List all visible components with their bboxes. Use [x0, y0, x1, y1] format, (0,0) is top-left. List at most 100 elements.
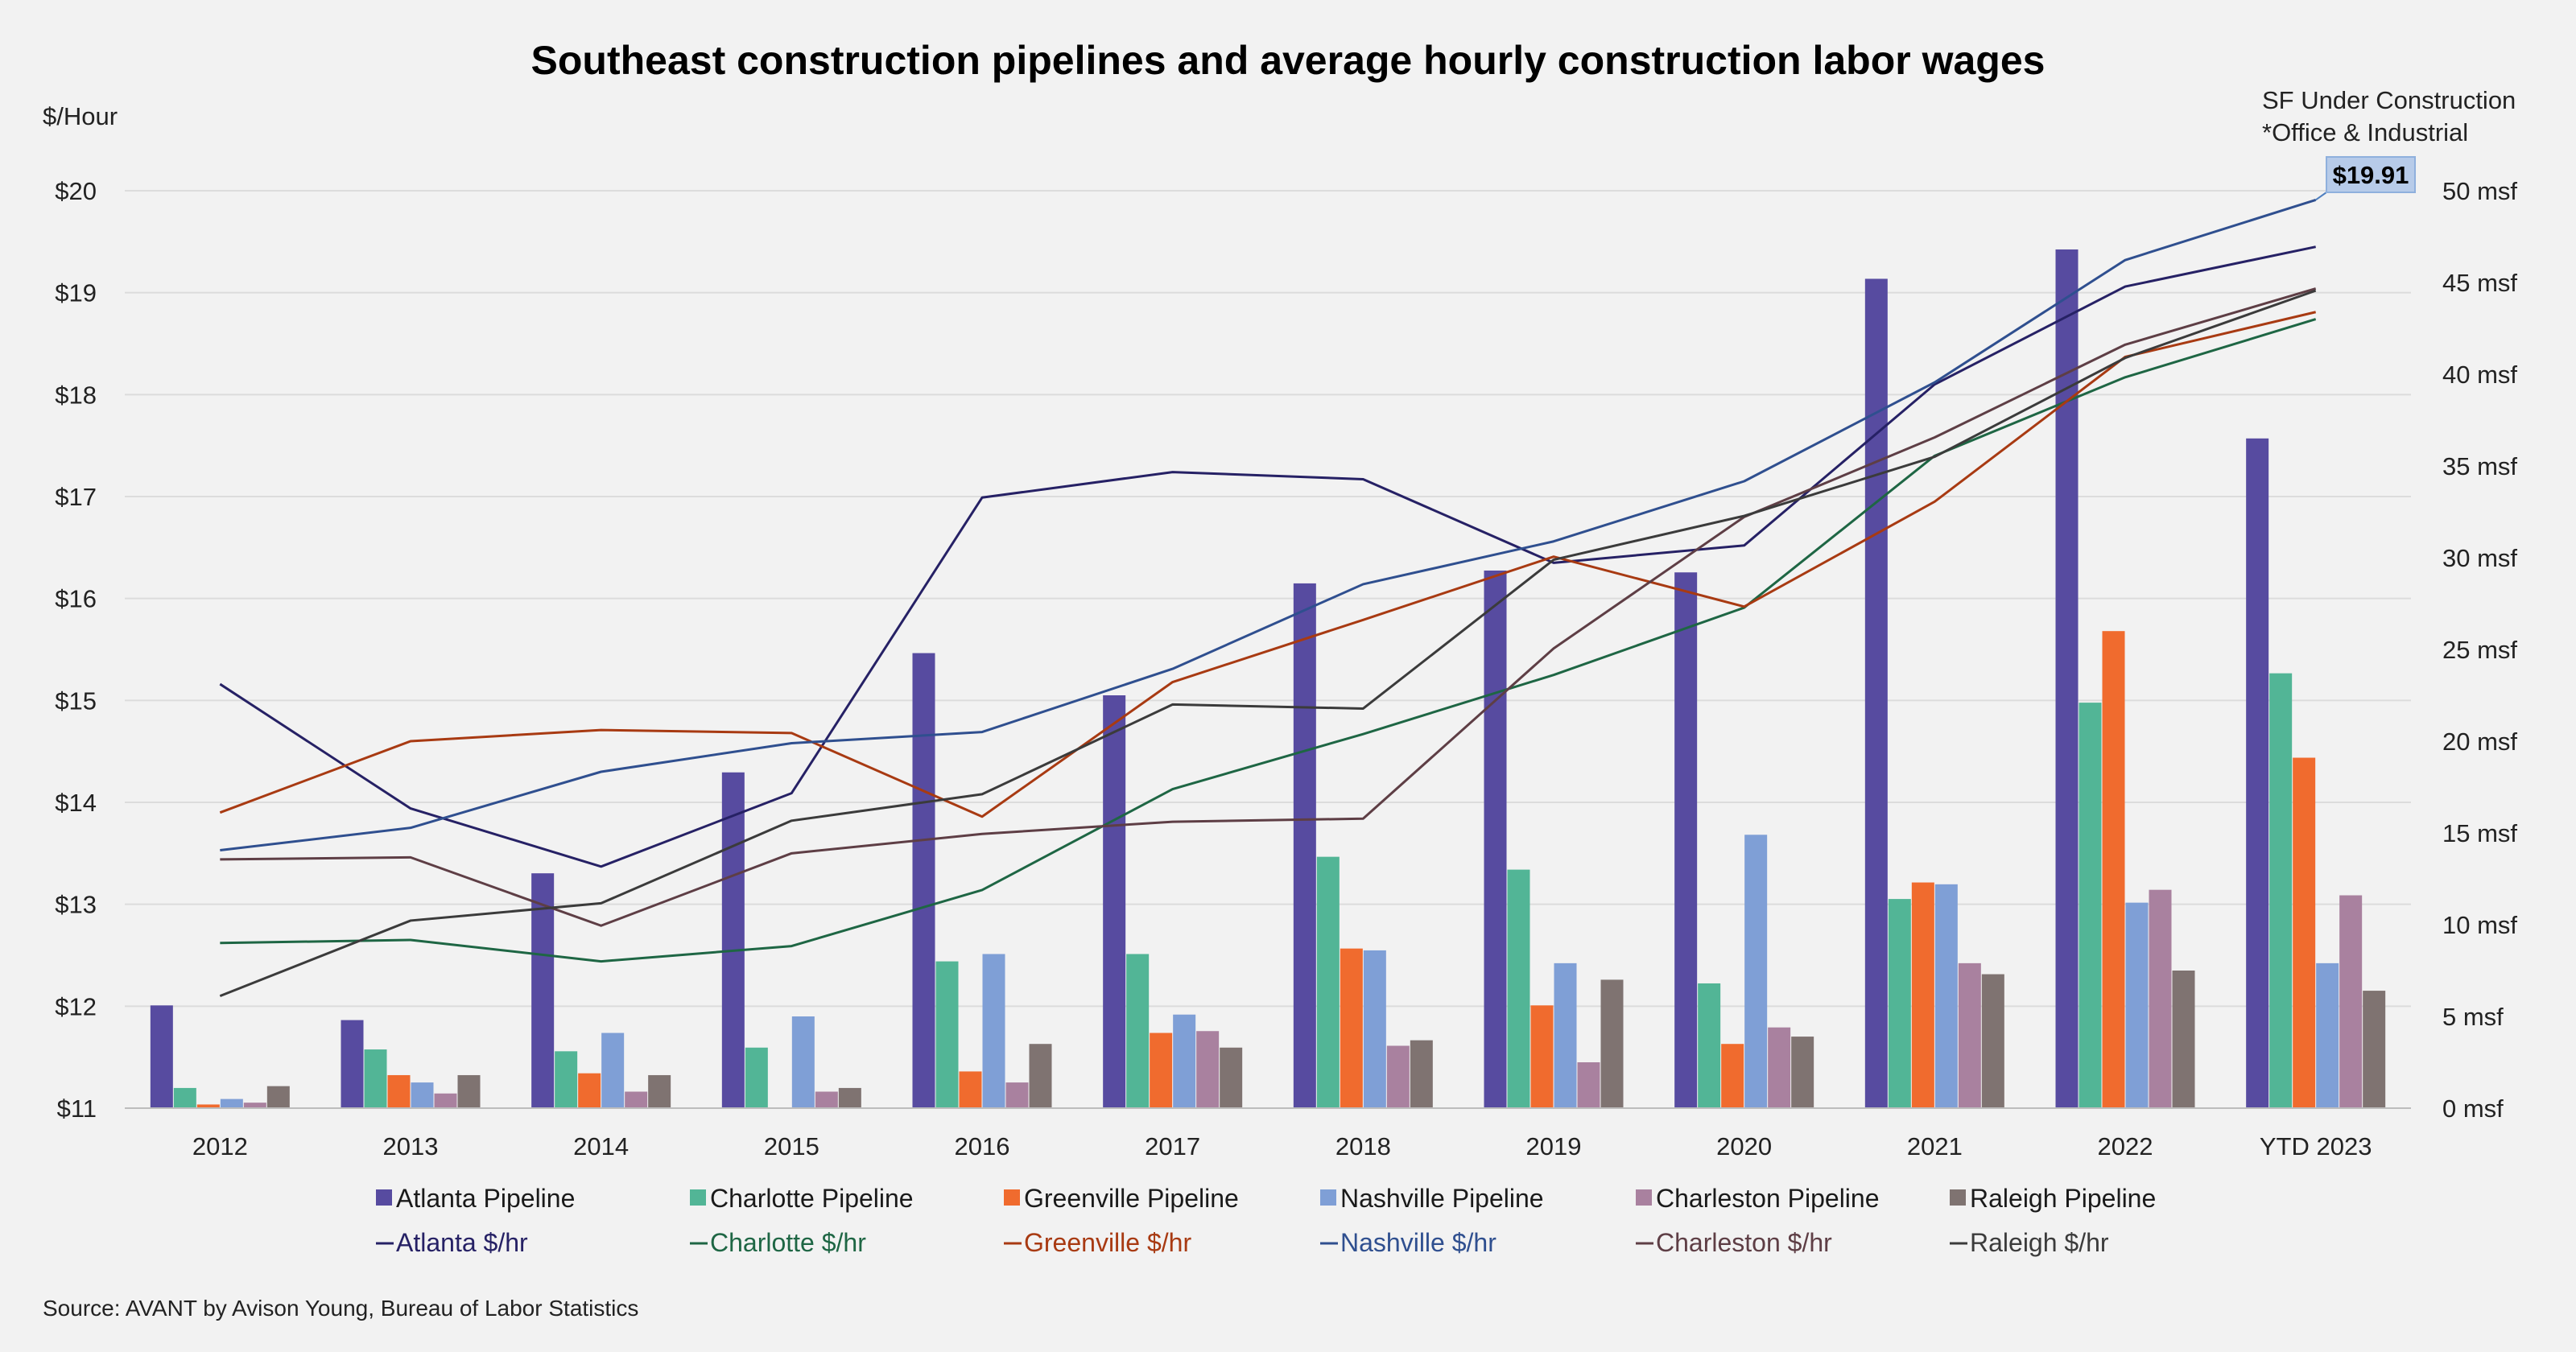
- bar: [1530, 1005, 1554, 1108]
- left-tick-label: $12: [55, 992, 97, 1020]
- legend-label: Greenville $/hr: [1024, 1228, 1191, 1257]
- line-series: [220, 287, 2317, 927]
- right-tick-label: 15 msf: [2442, 819, 2517, 847]
- left-axis-label: $/Hour: [43, 102, 118, 130]
- legend-label: Charlotte Pipeline: [710, 1184, 914, 1213]
- callout-leader-line: [2315, 192, 2327, 201]
- bar: [1554, 962, 1577, 1108]
- bar: [578, 1073, 601, 1108]
- x-tick-label: 2021: [1907, 1132, 1963, 1160]
- bar: [150, 1005, 173, 1108]
- legend-label: Nashville Pipeline: [1340, 1184, 1544, 1213]
- bar: [1340, 948, 1363, 1108]
- legend-item: Raleigh $/hr: [1950, 1228, 2109, 1257]
- bar: [721, 772, 745, 1108]
- line-series: [219, 245, 2316, 868]
- line-series: [219, 289, 2317, 998]
- bar-series: [150, 249, 2269, 1109]
- legend-item: Charleston $/hr: [1636, 1228, 1832, 1257]
- bar: [555, 1051, 578, 1108]
- bar: [196, 1104, 220, 1108]
- callout-box: [2326, 156, 2416, 193]
- legend-item: Nashville $/hr: [1320, 1228, 1496, 1257]
- bar: [912, 653, 935, 1108]
- bar: [745, 1047, 768, 1108]
- legend-label: Atlanta $/hr: [396, 1228, 528, 1257]
- x-tick-label: 2015: [764, 1132, 819, 1160]
- legend-swatch: [1320, 1189, 1336, 1206]
- legend-label: Charleston Pipeline: [1656, 1184, 1880, 1213]
- legend-label: Raleigh $/hr: [1970, 1228, 2109, 1257]
- bar: [601, 1033, 625, 1108]
- bar: [266, 1086, 290, 1108]
- bar: [935, 961, 959, 1108]
- bar: [625, 1091, 648, 1108]
- line-series: [219, 311, 2317, 818]
- bar: [1721, 1044, 1744, 1108]
- bar: [815, 1091, 838, 1108]
- bar: [1410, 1040, 1433, 1108]
- bar-series: [243, 889, 2363, 1108]
- left-tick-label: $18: [55, 381, 97, 409]
- bar: [434, 1093, 457, 1108]
- bar: [1005, 1082, 1029, 1108]
- legend-item: Raleigh Pipeline: [1950, 1184, 2156, 1213]
- legend-label: Charlotte $/hr: [710, 1228, 866, 1257]
- bar: [411, 1082, 434, 1108]
- right-tick-label: 30 msf: [2442, 544, 2517, 572]
- bar: [1220, 1047, 1243, 1108]
- bar: [243, 1103, 266, 1108]
- callout-label: $19.91: [2333, 161, 2409, 189]
- bar: [791, 1016, 815, 1108]
- legend-label: Raleigh Pipeline: [1970, 1184, 2156, 1213]
- bar-series: [266, 971, 2386, 1108]
- legend: Atlanta Pipeline Charlotte Pipeline Greenv…: [376, 1184, 2156, 1257]
- bar: [1864, 278, 1888, 1109]
- bar-series: [173, 673, 2293, 1108]
- bar: [1293, 583, 1316, 1108]
- legend-swatch: [690, 1189, 706, 1206]
- x-tick-label: 2013: [383, 1132, 439, 1160]
- bar-series-group: [150, 249, 2386, 1109]
- line-series: [220, 198, 2317, 852]
- x-tick-label: 2022: [2098, 1132, 2153, 1160]
- right-tick-label: 10 msf: [2442, 911, 2517, 939]
- legend-item: Atlanta Pipeline: [376, 1184, 575, 1213]
- bar: [1196, 1031, 1220, 1108]
- bar: [982, 954, 1005, 1108]
- source-note: Source: AVANT by Avison Young, Bureau of…: [43, 1296, 638, 1321]
- bar: [1103, 695, 1126, 1108]
- x-tick-label: YTD 2023: [2260, 1132, 2372, 1160]
- bar: [2246, 438, 2269, 1108]
- x-tick-label: 2019: [1526, 1132, 1582, 1160]
- left-tick-label: $19: [55, 279, 97, 307]
- chart-title: Southeast construction pipelines and ave…: [531, 38, 2046, 83]
- legend-item: Atlanta $/hr: [376, 1228, 528, 1257]
- bar: [1934, 884, 1958, 1108]
- legend-item: Charleston Pipeline: [1636, 1184, 1880, 1213]
- x-tick-label: 2014: [573, 1132, 629, 1160]
- bar: [1768, 1027, 1791, 1108]
- legend-swatch: [1636, 1189, 1652, 1206]
- left-tick-label: $11: [57, 1094, 97, 1123]
- legend-item: Nashville Pipeline: [1320, 1184, 1544, 1213]
- bar: [1791, 1037, 1814, 1108]
- bar: [220, 1098, 243, 1108]
- right-tick-label: 0 msf: [2442, 1094, 2504, 1123]
- left-tick-label: $20: [55, 177, 97, 205]
- line-series: [220, 318, 2317, 963]
- legend-swatch: [1004, 1189, 1020, 1206]
- legend-label: Nashville $/hr: [1340, 1228, 1496, 1257]
- bar: [1600, 979, 1624, 1108]
- right-tick-label: 35 msf: [2442, 452, 2517, 480]
- bar: [2172, 971, 2195, 1108]
- right-tick-label: 40 msf: [2442, 361, 2517, 389]
- left-tick-label: $16: [55, 585, 97, 613]
- left-tick-label: $13: [55, 891, 97, 919]
- bar: [1674, 572, 1698, 1108]
- right-tick-label: 20 msf: [2442, 728, 2517, 756]
- right-tick-label: 5 msf: [2442, 1003, 2504, 1031]
- bar: [2269, 673, 2293, 1108]
- left-tick-label: $14: [55, 789, 97, 817]
- bar: [173, 1087, 196, 1108]
